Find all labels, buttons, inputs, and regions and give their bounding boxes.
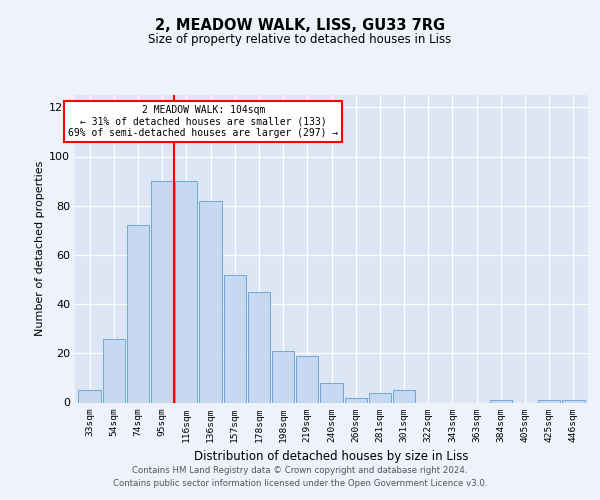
Bar <box>490 400 512 402</box>
Text: Contains public sector information licensed under the Open Government Licence v3: Contains public sector information licen… <box>113 478 487 488</box>
X-axis label: Distribution of detached houses by size in Liss: Distribution of detached houses by size … <box>194 450 469 463</box>
Text: Contains HM Land Registry data © Crown copyright and database right 2024.: Contains HM Land Registry data © Crown c… <box>132 466 468 475</box>
Bar <box>393 390 415 402</box>
Bar <box>248 292 270 403</box>
Bar <box>296 356 319 403</box>
Text: 2, MEADOW WALK, LISS, GU33 7RG: 2, MEADOW WALK, LISS, GU33 7RG <box>155 18 445 32</box>
Bar <box>103 338 125 402</box>
Bar <box>344 398 367 402</box>
Bar <box>272 351 294 403</box>
Bar <box>79 390 101 402</box>
Text: 2 MEADOW WALK: 104sqm
← 31% of detached houses are smaller (133)
69% of semi-det: 2 MEADOW WALK: 104sqm ← 31% of detached … <box>68 105 338 138</box>
Bar <box>127 226 149 402</box>
Bar <box>369 392 391 402</box>
Bar <box>199 201 221 402</box>
Bar <box>175 181 197 402</box>
Bar <box>538 400 560 402</box>
Bar <box>224 274 246 402</box>
Text: Size of property relative to detached houses in Liss: Size of property relative to detached ho… <box>148 32 452 46</box>
Bar <box>562 400 584 402</box>
Y-axis label: Number of detached properties: Number of detached properties <box>35 161 45 336</box>
Bar <box>320 383 343 402</box>
Bar <box>151 181 173 402</box>
